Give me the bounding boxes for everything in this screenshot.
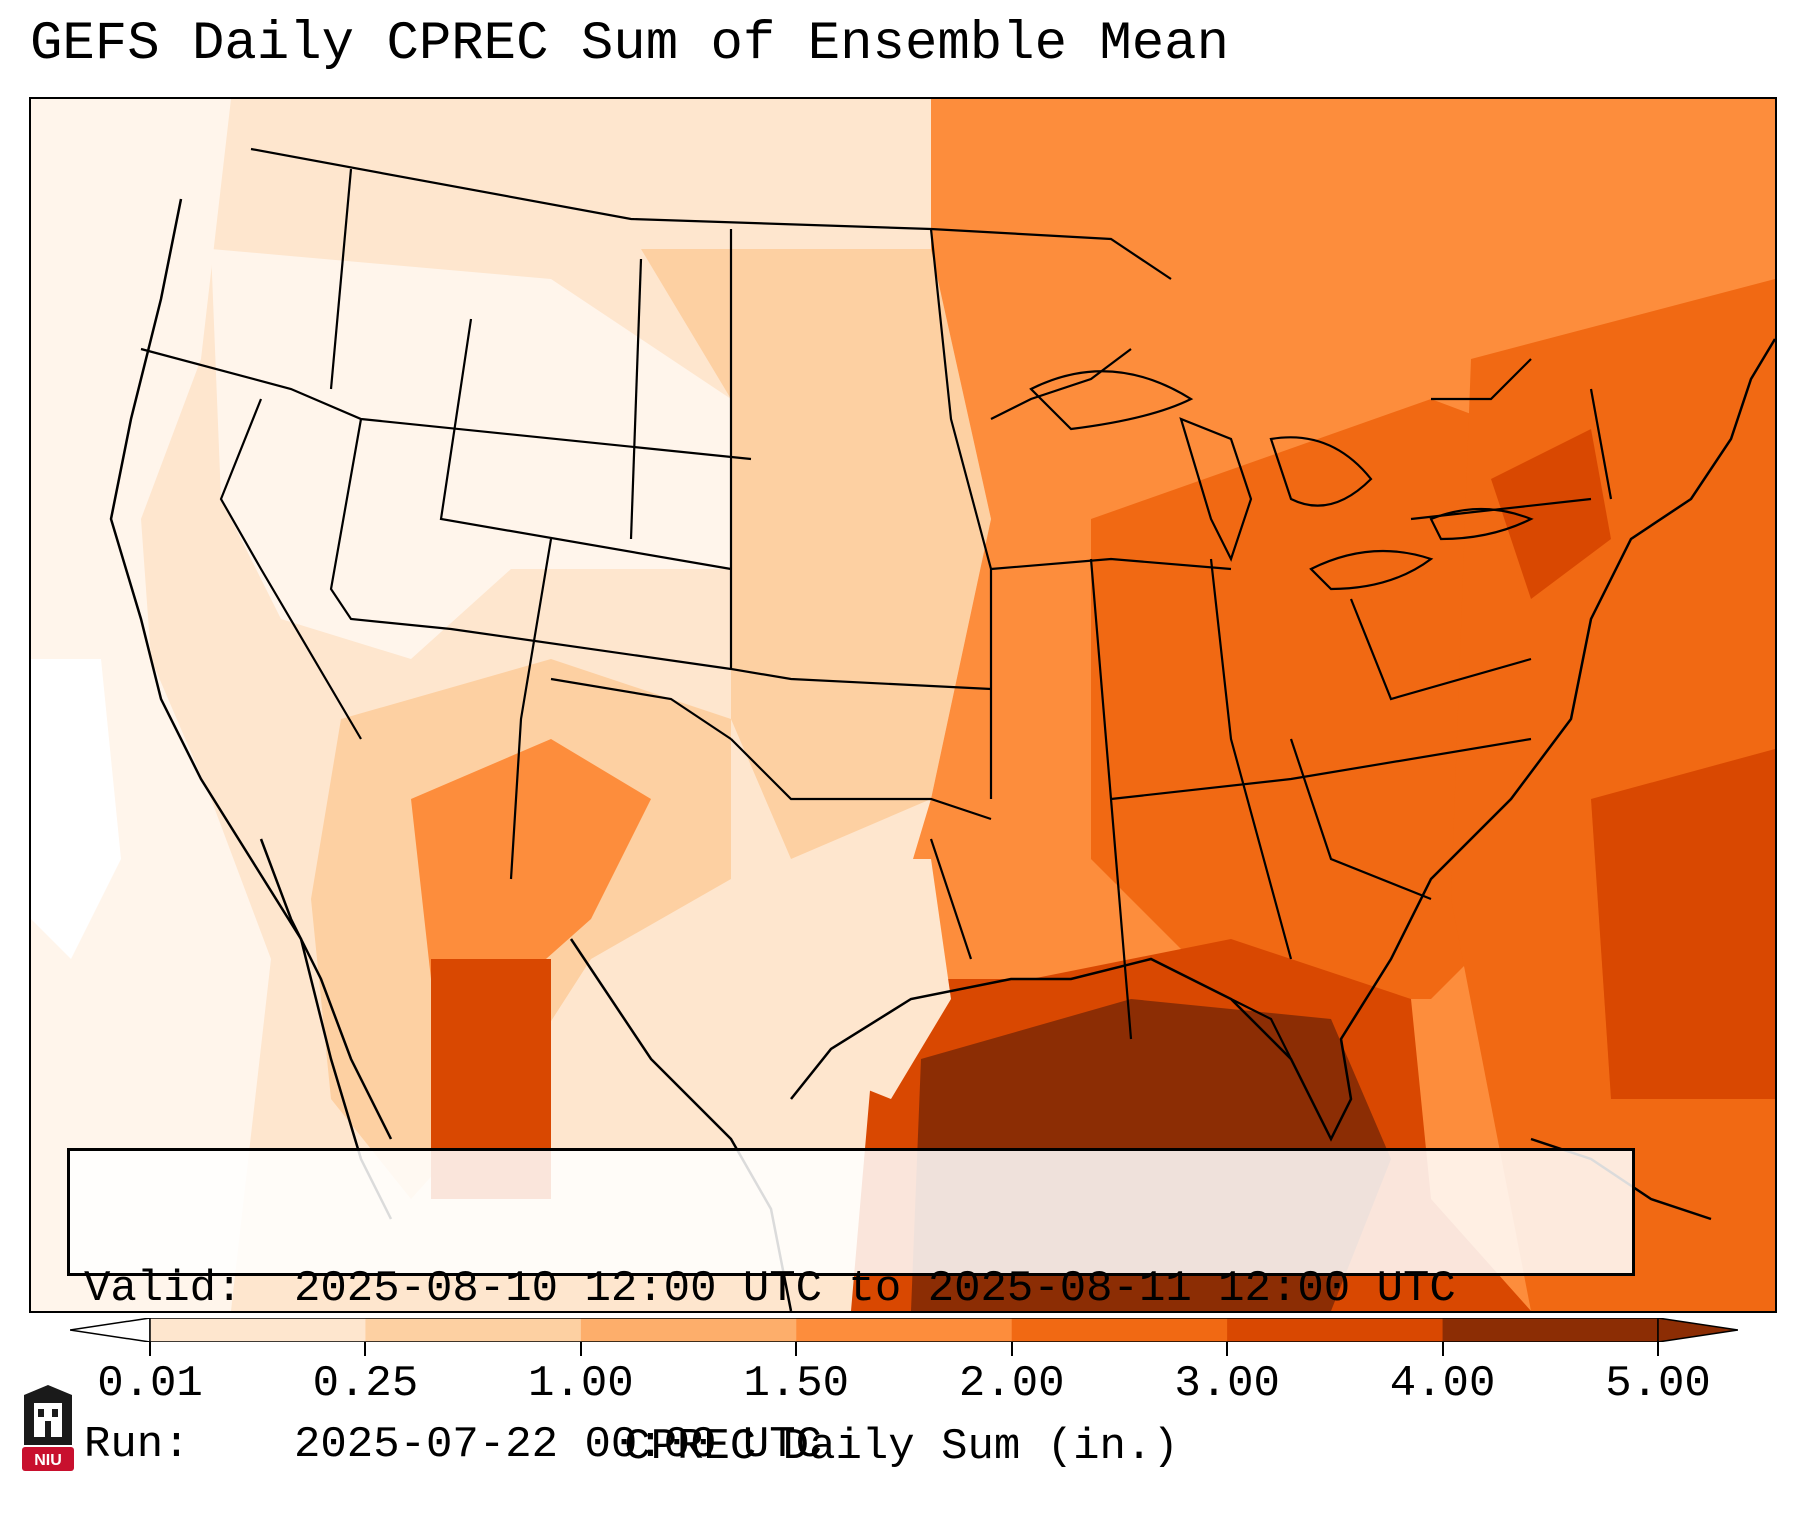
colorbar-tick-mark — [795, 1342, 798, 1356]
map-panel — [29, 97, 1777, 1313]
colorbar-under-arrow — [70, 1318, 151, 1342]
map-title: GEFS Daily CPREC Sum of Ensemble Mean — [30, 14, 1229, 75]
colorbar-tick-label: 0.01 — [97, 1359, 203, 1409]
colorbar-tick-mark — [1441, 1342, 1444, 1356]
field-plains — [641, 249, 991, 859]
colorbar-segment — [365, 1318, 582, 1342]
colorbar-label: CPREC Daily Sum (in.) — [624, 1422, 1179, 1472]
colorbar-tick-mark — [579, 1342, 582, 1356]
colorbar-over-arrow — [1657, 1318, 1738, 1342]
valid-row: Valid: 2025-08-10 12:00 UTC to 2025-08-11… — [84, 1263, 1618, 1315]
colorbar-tick-label: 4.00 — [1389, 1359, 1496, 1409]
field-northeast-core — [1491, 429, 1611, 599]
logo-banner — [22, 1447, 74, 1471]
field-southwest-b — [411, 739, 651, 999]
valid-run-box: Valid: 2025-08-10 12:00 UTC to 2025-08-11… — [67, 1148, 1635, 1470]
colorbar-tick-mark — [1226, 1342, 1229, 1356]
colorbar-tick-label: 1.00 — [528, 1359, 634, 1409]
run-value: 2025-07-22 00:00 UTC — [294, 1420, 823, 1470]
great-lakes — [1029, 370, 1534, 591]
colorbar-segment — [1011, 1318, 1228, 1342]
colorbar-tick-label: 1.50 — [743, 1359, 850, 1409]
field-sierra-madre — [431, 959, 551, 1199]
colorbar-segment — [1442, 1318, 1659, 1342]
valid-label: Valid: — [84, 1264, 243, 1314]
colorbar-tick-mark — [364, 1342, 367, 1356]
valid-value: 2025-08-10 12:00 UTC to 2025-08-11 12:00… — [294, 1264, 1456, 1314]
colorbar-segment — [1227, 1318, 1444, 1342]
colorbar-tick-label: 2.00 — [958, 1359, 1065, 1409]
colorbar-tick-mark — [1657, 1342, 1659, 1356]
field-interior-west — [211, 249, 731, 659]
colorbar-tick-mark — [1010, 1342, 1013, 1356]
colorbar-segments — [149, 1318, 1659, 1342]
colorbar-segment — [796, 1318, 1013, 1342]
field-texas — [731, 859, 951, 1099]
colorbar-tick-label: 5.00 — [1605, 1359, 1711, 1409]
field-pacific-low — [31, 99, 271, 1311]
colorbar-tick-label: 3.00 — [1174, 1359, 1280, 1409]
colorbar-segment — [150, 1318, 366, 1342]
colorbar-tick-mark — [149, 1342, 151, 1356]
logo-text: NIU — [34, 1452, 62, 1469]
run-row: Run: 2025-07-22 00:00 UTC — [84, 1419, 1618, 1471]
colorbar-tick-label: 0.25 — [312, 1359, 419, 1409]
colorbar — [70, 1318, 1738, 1342]
colorbar-segment — [580, 1318, 797, 1342]
field-atlantic-core — [1591, 749, 1775, 1099]
precip-map — [31, 99, 1775, 1311]
run-label: Run: — [84, 1420, 190, 1470]
niu-logo: NIU — [22, 1385, 74, 1471]
field-pacific-white — [31, 659, 121, 959]
political-borders — [140, 147, 1613, 1060]
